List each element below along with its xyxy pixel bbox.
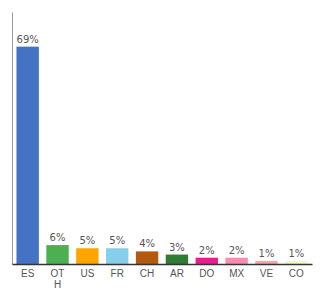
x-tick-label-line: CH <box>140 268 154 279</box>
bar <box>16 47 38 264</box>
bar <box>76 248 98 264</box>
bar <box>196 258 218 264</box>
x-tick: US <box>80 264 94 279</box>
x-axis-line <box>13 264 313 266</box>
data-label: 4% <box>139 238 155 249</box>
data-label: 3% <box>169 242 185 253</box>
x-tick-label-line: CO <box>289 268 304 279</box>
data-label: 2% <box>199 245 215 256</box>
x-tick-label-line: MX <box>229 268 244 279</box>
x-tick: AR <box>170 264 184 279</box>
data-label: 6% <box>50 232 66 243</box>
x-tick-label: AR <box>170 268 184 279</box>
x-tick: DO <box>199 264 214 279</box>
x-tick-label-line: ES <box>21 268 35 279</box>
data-label: 1% <box>288 248 304 259</box>
data-labels: 69% 6% 5% 5% 4% 3% 2% 2% 1% 1% <box>17 34 305 259</box>
x-tick-label: US <box>80 268 94 279</box>
x-tick-label: CO <box>289 268 304 279</box>
data-label: 5% <box>109 235 125 246</box>
data-label: 1% <box>259 248 275 259</box>
x-tick-label-line: AR <box>170 268 184 279</box>
y-axis-line <box>12 13 13 265</box>
x-tick-label: CH <box>140 268 154 279</box>
plot: ES OTH US FR CH AR DO MX VE CO 69% 6% 5% 5% 4% 3% 2% 2% 1%… <box>13 13 313 291</box>
x-tick-label: MX <box>229 268 244 279</box>
x-tick: CO <box>289 264 304 279</box>
x-tick-label-line: US <box>80 268 94 279</box>
y-axis <box>12 13 13 265</box>
bar <box>46 245 68 264</box>
bar <box>255 261 277 264</box>
data-label: 5% <box>79 235 95 246</box>
data-label: 69% <box>17 34 39 45</box>
bar <box>166 255 188 264</box>
x-tick-label-line: H <box>54 279 61 290</box>
chart: ES OTH US FR CH AR DO MX VE CO 69% 6% 5% 5% 4% 3% 2% 2% 1%… <box>0 0 320 300</box>
bar <box>136 251 158 264</box>
bar <box>106 248 128 264</box>
x-tick-label-line: OT <box>51 268 65 279</box>
x-tick: MX <box>229 264 244 279</box>
x-tick-label-line: VE <box>260 268 274 279</box>
x-tick-label: VE <box>260 268 274 279</box>
x-tick-label-line: DO <box>199 268 214 279</box>
x-tick-label: OTH <box>51 268 65 290</box>
bar <box>285 261 307 264</box>
x-tick-label-line: FR <box>111 268 124 279</box>
x-tick: VE <box>260 264 274 279</box>
bars <box>16 47 307 264</box>
x-axis: ES OTH US FR CH AR DO MX VE CO <box>13 264 313 290</box>
x-tick: OTH <box>51 264 65 290</box>
x-tick: ES <box>21 264 35 279</box>
x-tick: CH <box>140 264 154 279</box>
x-tick-label: FR <box>111 268 124 279</box>
x-tick-label: DO <box>199 268 214 279</box>
x-tick: FR <box>111 264 124 279</box>
x-tick-label: ES <box>21 268 35 279</box>
bar <box>225 258 247 264</box>
data-label: 2% <box>229 245 245 256</box>
